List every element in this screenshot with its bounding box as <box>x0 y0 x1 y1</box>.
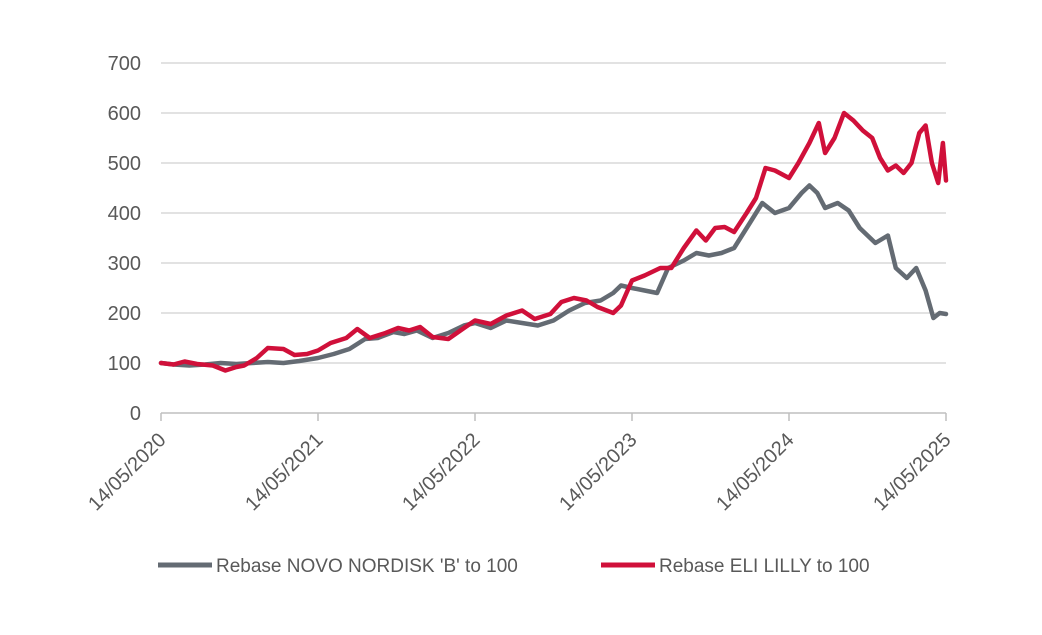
y-tick-label: 300 <box>108 253 141 275</box>
x-tick-label: 14/05/2022 <box>398 429 484 515</box>
legend-label: Rebase ELI LILLY to 100 <box>659 556 870 577</box>
y-tick-label: 0 <box>130 403 141 425</box>
legend-label: Rebase NOVO NORDISK 'B' to 100 <box>216 556 518 577</box>
x-tick-label: 14/05/2024 <box>712 429 798 515</box>
gridlines <box>161 62 946 364</box>
y-tick-label: 600 <box>108 103 141 125</box>
y-tick-label: 400 <box>108 203 141 225</box>
y-tick-label: 100 <box>108 353 141 375</box>
x-tick-label: 14/05/2021 <box>241 429 327 515</box>
y-tick-label: 700 <box>108 53 141 75</box>
x-tick-label: 14/05/2023 <box>555 429 641 515</box>
y-tick-label: 200 <box>108 303 141 325</box>
x-tick-label: 14/05/2025 <box>869 429 955 515</box>
y-tick-label: 500 <box>108 153 141 175</box>
series-line-eli-lilly <box>158 110 949 373</box>
legend: Rebase NOVO NORDISK 'B' to 100 Rebase ELI… <box>158 556 870 577</box>
x-axis: 14/05/2020 14/05/2021 14/05/2022 14/05/2023… <box>84 412 956 515</box>
y-axis: 0 100 200 300 400 500 600 700 <box>108 53 141 425</box>
series-line-novo-nordisk <box>158 183 949 368</box>
series-group <box>158 110 949 373</box>
x-tick-label: 14/05/2020 <box>84 429 170 515</box>
